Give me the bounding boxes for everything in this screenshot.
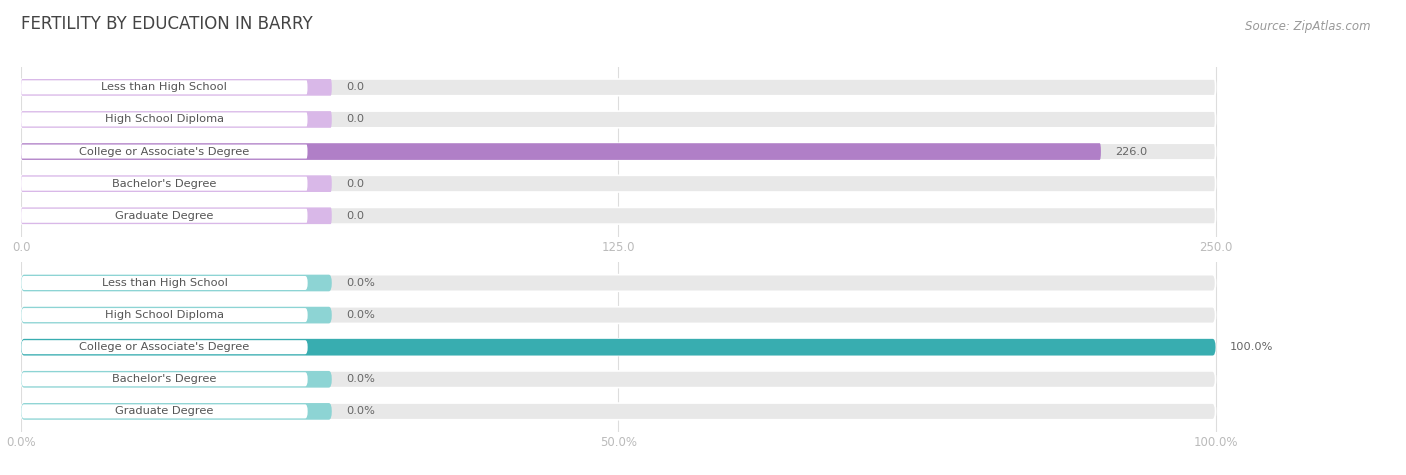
Text: College or Associate's Degree: College or Associate's Degree bbox=[79, 342, 250, 352]
Text: 0.0%: 0.0% bbox=[346, 374, 375, 384]
Text: Bachelor's Degree: Bachelor's Degree bbox=[112, 374, 217, 384]
Text: High School Diploma: High School Diploma bbox=[105, 310, 224, 320]
FancyBboxPatch shape bbox=[21, 208, 332, 224]
Text: 0.0: 0.0 bbox=[346, 211, 364, 221]
FancyBboxPatch shape bbox=[21, 404, 308, 418]
Text: FERTILITY BY EDUCATION IN BARRY: FERTILITY BY EDUCATION IN BARRY bbox=[21, 15, 314, 33]
FancyBboxPatch shape bbox=[21, 80, 308, 95]
FancyBboxPatch shape bbox=[21, 111, 332, 128]
FancyBboxPatch shape bbox=[21, 209, 308, 223]
FancyBboxPatch shape bbox=[21, 79, 332, 95]
FancyBboxPatch shape bbox=[21, 276, 308, 290]
FancyBboxPatch shape bbox=[21, 208, 1216, 224]
Text: Less than High School: Less than High School bbox=[101, 278, 228, 288]
FancyBboxPatch shape bbox=[21, 79, 1216, 95]
Text: 0.0%: 0.0% bbox=[346, 310, 375, 320]
FancyBboxPatch shape bbox=[21, 403, 1216, 420]
Text: High School Diploma: High School Diploma bbox=[105, 114, 224, 124]
FancyBboxPatch shape bbox=[21, 175, 1216, 192]
FancyBboxPatch shape bbox=[21, 177, 308, 190]
Text: Graduate Degree: Graduate Degree bbox=[115, 211, 214, 221]
FancyBboxPatch shape bbox=[21, 371, 332, 388]
FancyBboxPatch shape bbox=[21, 111, 1216, 128]
FancyBboxPatch shape bbox=[21, 275, 1216, 291]
Text: 0.0: 0.0 bbox=[346, 179, 364, 189]
Text: 100.0%: 100.0% bbox=[1230, 342, 1274, 352]
FancyBboxPatch shape bbox=[21, 275, 332, 291]
FancyBboxPatch shape bbox=[21, 371, 1216, 388]
FancyBboxPatch shape bbox=[21, 340, 308, 354]
Text: Graduate Degree: Graduate Degree bbox=[115, 407, 214, 417]
Text: 0.0%: 0.0% bbox=[346, 407, 375, 417]
FancyBboxPatch shape bbox=[21, 113, 308, 126]
FancyBboxPatch shape bbox=[21, 144, 308, 159]
FancyBboxPatch shape bbox=[21, 143, 1101, 160]
FancyBboxPatch shape bbox=[21, 403, 332, 420]
FancyBboxPatch shape bbox=[21, 372, 308, 386]
FancyBboxPatch shape bbox=[21, 307, 1216, 323]
Text: 0.0%: 0.0% bbox=[346, 278, 375, 288]
FancyBboxPatch shape bbox=[21, 143, 1216, 160]
Text: 0.0: 0.0 bbox=[346, 114, 364, 124]
FancyBboxPatch shape bbox=[21, 339, 1216, 355]
Text: College or Associate's Degree: College or Associate's Degree bbox=[79, 147, 249, 157]
Text: Source: ZipAtlas.com: Source: ZipAtlas.com bbox=[1246, 20, 1371, 33]
Text: 0.0: 0.0 bbox=[346, 82, 364, 92]
Text: Less than High School: Less than High School bbox=[101, 82, 228, 92]
FancyBboxPatch shape bbox=[21, 307, 332, 323]
FancyBboxPatch shape bbox=[21, 308, 308, 322]
Text: Bachelor's Degree: Bachelor's Degree bbox=[112, 179, 217, 189]
Text: 226.0: 226.0 bbox=[1115, 147, 1147, 157]
FancyBboxPatch shape bbox=[21, 339, 1216, 355]
FancyBboxPatch shape bbox=[21, 175, 332, 192]
